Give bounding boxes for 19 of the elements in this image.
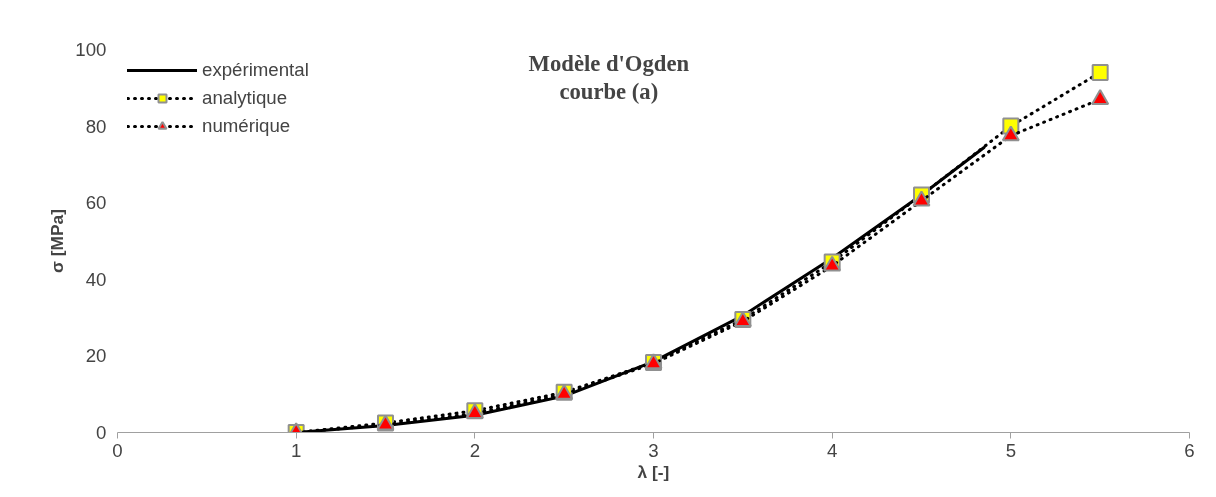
y-tick-label: 40 (85, 268, 107, 290)
y-tick-label: 20 (85, 345, 107, 367)
y-tick-label: 0 (96, 422, 107, 443)
x-tick-label: 0 (112, 439, 123, 461)
x-tick-label: 6 (1184, 439, 1195, 461)
y-axis-title: σ [MPa] (47, 209, 68, 273)
x-tick-label: 5 (1005, 439, 1017, 461)
y-tick-label: 60 (85, 192, 107, 214)
x-tick-label: 2 (469, 439, 481, 461)
x-tick-label: 4 (826, 439, 838, 461)
y-tick-label: 80 (85, 115, 107, 137)
legend-label: analytique (202, 87, 288, 109)
x-tick-label: 1 (290, 439, 302, 461)
y-tick-label: 100 (75, 39, 107, 60)
x-tick-label: 3 (648, 439, 659, 461)
legend-label: numérique (202, 115, 291, 137)
x-axis-title: λ [-] (637, 461, 670, 482)
legend-label: expérimental (202, 59, 309, 81)
text: Modèle d'Ogden courbe (a) (528, 51, 690, 104)
